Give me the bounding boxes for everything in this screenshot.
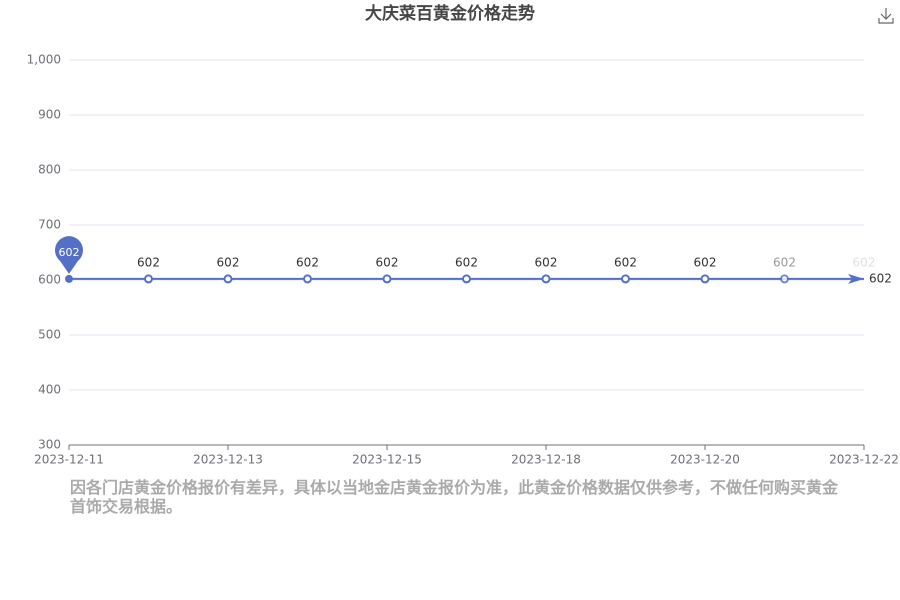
download-icon[interactable] [878,8,894,24]
point [780,274,789,284]
max-pin [55,236,84,274]
y-tick-label: 900 [38,108,61,122]
y-tick-label: 600 [38,273,61,287]
chart-title: 大庆菜百黄金价格走势 [365,3,535,24]
data-label: 602 [296,255,319,269]
data-label: 602 [376,255,399,269]
data-label: 602 [694,255,717,269]
point [462,274,471,284]
y-tick-label: 1,000 [27,53,61,67]
point [65,274,73,283]
y-tick-label: 300 [38,438,61,452]
y-tick-label: 800 [38,163,61,177]
x-tick-label: 2023-12-11 [34,453,104,467]
point [541,274,551,284]
data-label: 602 [853,255,876,269]
line-arrow [848,273,864,284]
x-tick-label: 2023-12-20 [670,453,740,467]
data-label: 602 [773,255,796,269]
x-tick-label: 2023-12-15 [352,453,422,467]
y-tick-label: 700 [38,218,61,232]
x-tick-label: 2023-12-18 [511,453,581,467]
point [700,274,710,284]
x-tick-label: 2023-12-22 [829,453,899,467]
data-label: 602 [614,255,637,269]
data-label: 602 [137,255,160,269]
data-label: 602 [217,255,240,269]
point [144,274,153,284]
max-pin-label: 602 [59,246,80,259]
point [303,274,312,284]
x-tick-label: 2023-12-13 [193,453,263,467]
y-tick-label: 500 [38,328,61,342]
point [382,274,392,284]
point [621,274,630,284]
point [223,274,233,284]
data-label: 602 [455,255,478,269]
y-tick-label: 400 [38,383,61,397]
end-label: 602 [869,271,892,285]
data-label: 602 [535,255,558,269]
disclaimer: 因各门店黄金价格报价有差异，具体以当地金店黄金报价为准，此黄金价格数据仅供参考，… [70,478,839,516]
